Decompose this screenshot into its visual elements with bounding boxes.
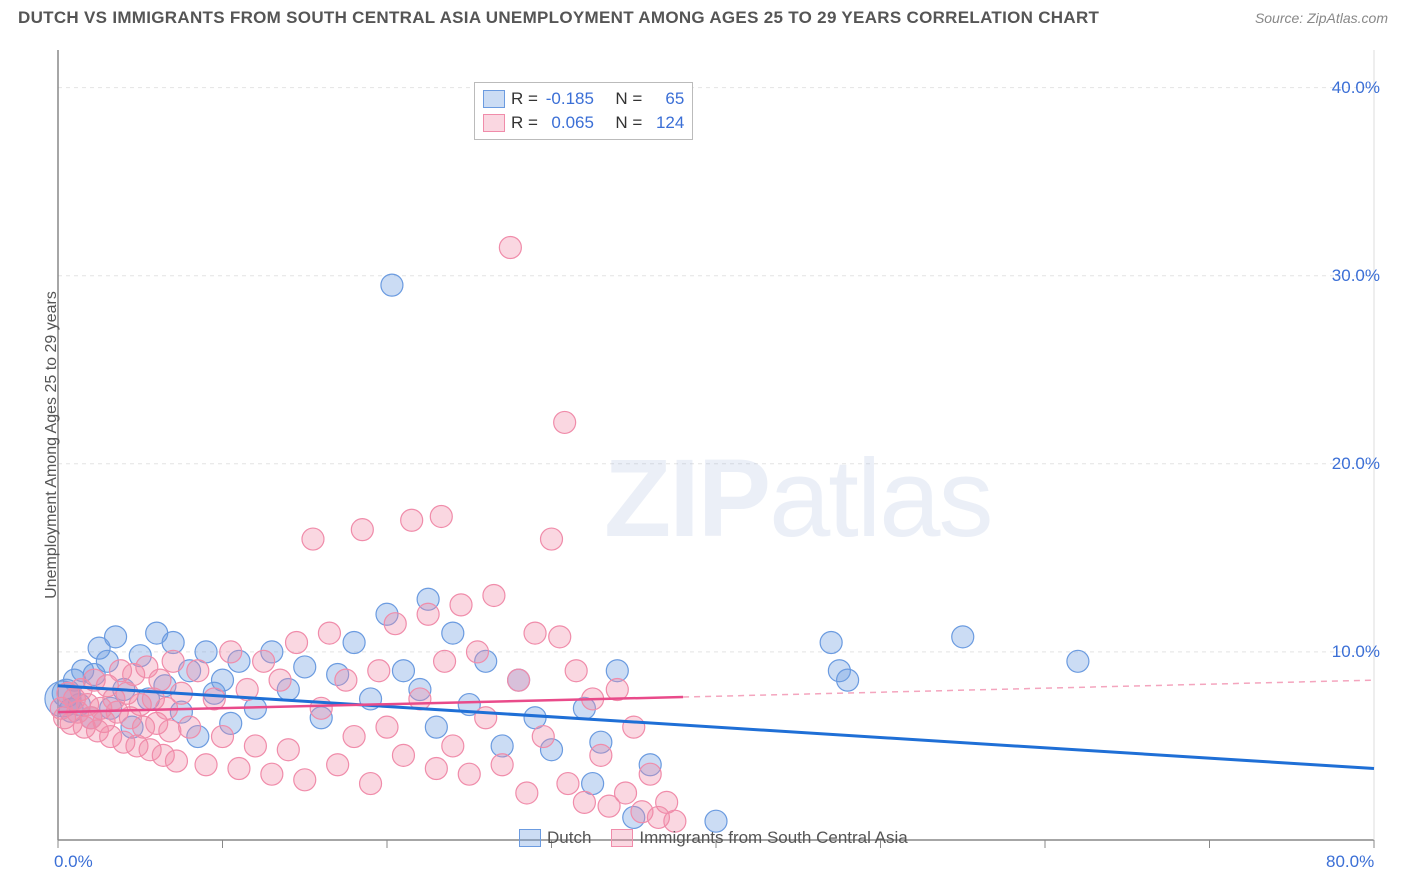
stat-n-value: 124 (648, 111, 684, 135)
series-legend: Dutch Immigrants from South Central Asia (519, 828, 908, 848)
series-legend-item: Dutch (519, 828, 591, 848)
stat-legend-row: R =-0.185 N =65 (483, 87, 684, 111)
stat-n-value: 65 (648, 87, 684, 111)
legend-swatch (483, 90, 505, 108)
stat-n-label: N = (615, 111, 642, 135)
scatter-plot (44, 40, 1384, 850)
stat-legend-row: R =0.065 N =124 (483, 111, 684, 135)
series-legend-item: Immigrants from South Central Asia (611, 828, 907, 848)
stat-r-label: R = (511, 87, 538, 111)
y-tick-label: 30.0% (1332, 266, 1380, 286)
chart-title: DUTCH VS IMMIGRANTS FROM SOUTH CENTRAL A… (18, 8, 1099, 28)
legend-swatch (483, 114, 505, 132)
x-tick-label: 0.0% (54, 852, 93, 872)
stat-n-label: N = (615, 87, 642, 111)
series-name: Dutch (547, 828, 591, 848)
legend-swatch (611, 829, 633, 847)
source-attribution: Source: ZipAtlas.com (1255, 10, 1388, 26)
y-axis-label: Unemployment Among Ages 25 to 29 years (43, 291, 61, 599)
legend-swatch (519, 829, 541, 847)
y-tick-label: 10.0% (1332, 642, 1380, 662)
stat-r-value: 0.065 (544, 111, 594, 135)
series-name: Immigrants from South Central Asia (639, 828, 907, 848)
title-bar: DUTCH VS IMMIGRANTS FROM SOUTH CENTRAL A… (0, 0, 1406, 28)
y-tick-label: 40.0% (1332, 78, 1380, 98)
correlation-legend: R =-0.185 N =65R =0.065 N =124 (474, 82, 693, 140)
x-tick-label: 80.0% (1326, 852, 1374, 872)
stat-r-value: -0.185 (544, 87, 594, 111)
y-tick-label: 20.0% (1332, 454, 1380, 474)
stat-r-label: R = (511, 111, 538, 135)
plot-container: Unemployment Among Ages 25 to 29 years Z… (44, 40, 1384, 850)
